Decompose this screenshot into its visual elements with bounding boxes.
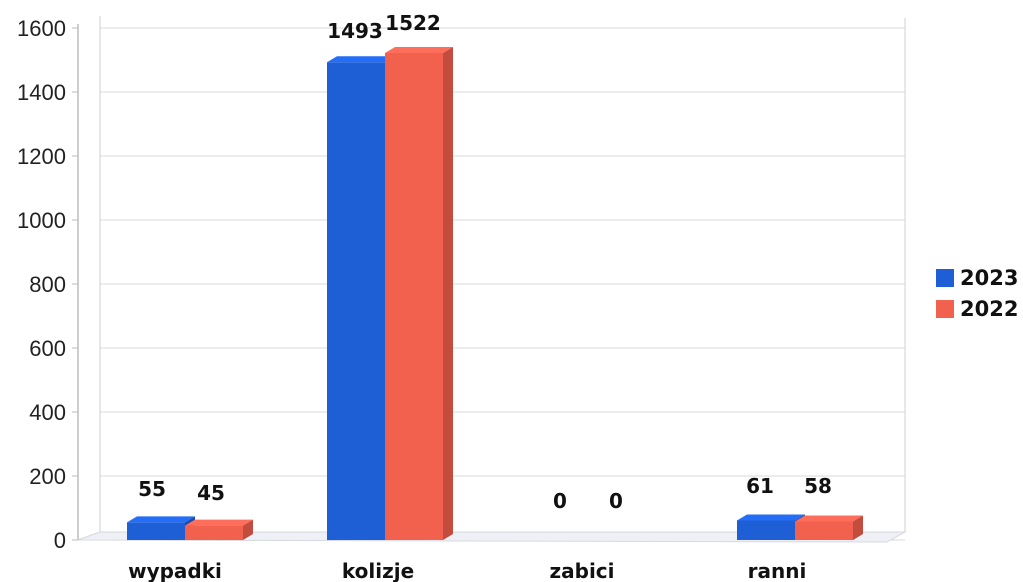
data-label: 58: [804, 474, 832, 498]
bar-top: [127, 516, 195, 523]
bar-front: [795, 521, 853, 540]
y-axis-ticks: 0 200 400 600 800 1000 1200 1400 1600: [17, 16, 78, 553]
bar-kolizje-2023: [327, 56, 395, 541]
bar-front: [385, 52, 443, 541]
floor: [77, 531, 907, 543]
legend-label: 2022: [960, 297, 1018, 321]
data-label: 45: [197, 481, 225, 505]
bar-top: [327, 56, 395, 63]
bar-side: [443, 46, 453, 541]
legend-swatch: [936, 269, 954, 287]
data-label: 0: [553, 489, 567, 513]
data-label: 1493: [327, 19, 383, 43]
data-labels: 55 45 1493 1522 0 0 61 58: [138, 11, 832, 513]
plot-frame: [77, 16, 907, 543]
y-tick-label: 1400: [17, 80, 66, 105]
y-tick-label: 0: [54, 528, 66, 553]
data-label: 0: [609, 489, 623, 513]
bar-top: [737, 514, 805, 521]
bar-top: [185, 519, 253, 526]
bar-top: [385, 46, 453, 53]
bar-side: [243, 519, 253, 540]
y-tick-label: 600: [29, 336, 66, 361]
gridlines: [100, 27, 905, 541]
bar-front: [737, 520, 795, 540]
legend-swatch: [936, 300, 954, 318]
category-label: kolizje: [342, 559, 414, 582]
data-label: 55: [138, 477, 166, 501]
data-label: 1522: [385, 11, 441, 35]
y-tick-label: 200: [29, 464, 66, 489]
bar-front: [185, 525, 243, 540]
y-tick-label: 1600: [17, 16, 66, 41]
data-label: 61: [746, 474, 774, 498]
y-tick-label: 1000: [17, 208, 66, 233]
y-tick-label: 400: [29, 400, 66, 425]
legend-label: 2023: [960, 266, 1018, 290]
category-label: wypadki: [128, 559, 222, 582]
category-labels: wypadki kolizje zabici ranni: [128, 559, 806, 582]
y-tick-label: 1200: [17, 144, 66, 169]
bar-ranni-2022: [795, 515, 863, 540]
bar-kolizje-2022: [385, 46, 453, 541]
bars: [127, 46, 863, 541]
category-label: zabici: [549, 559, 614, 582]
y-tick-label: 800: [29, 272, 66, 297]
bar-wypadki-2023: [127, 516, 195, 540]
bar-wypadki-2022: [185, 519, 253, 540]
bar-top: [795, 515, 863, 522]
bar-side: [853, 515, 863, 540]
legend: 2023 2022: [936, 266, 1018, 321]
category-label: ranni: [748, 559, 807, 582]
bar-front: [127, 522, 185, 540]
bar-front: [327, 62, 385, 541]
bar-ranni-2023: [737, 514, 805, 540]
